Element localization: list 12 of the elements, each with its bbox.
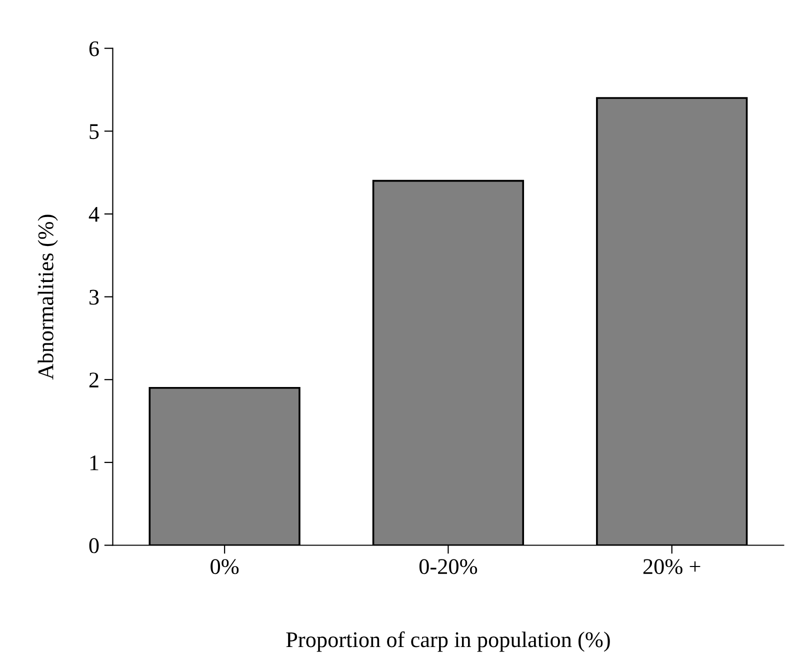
y-tick-label: 1 [90, 455, 98, 470]
x-axis-title: Proportion of carp in population (%) [286, 631, 610, 652]
x-tick-label: 0-20% [419, 559, 478, 574]
y-tick-label: 6 [89, 41, 99, 56]
y-tick-label: 5 [90, 124, 99, 140]
y-tick-label: 4 [88, 207, 100, 222]
x-tick-label: 20% + [643, 559, 700, 574]
y-axis-title: Abnormalities (%) [38, 214, 58, 380]
y-tick-label: 2 [89, 372, 98, 388]
y-tick-label: 0 [89, 538, 99, 554]
x-tick-label: 0% [210, 559, 239, 574]
y-tick-label: 3 [90, 290, 99, 305]
